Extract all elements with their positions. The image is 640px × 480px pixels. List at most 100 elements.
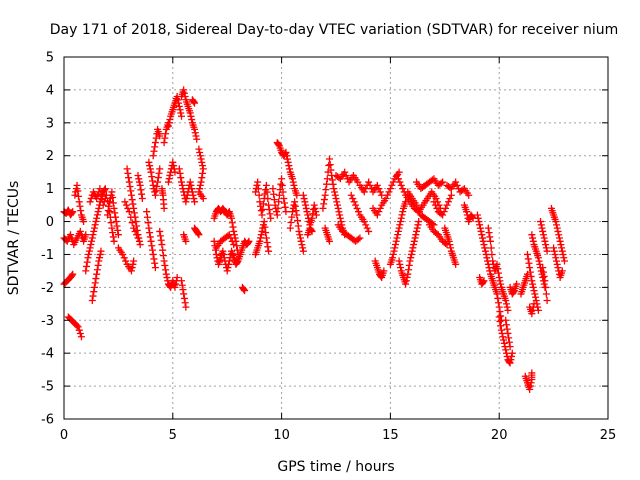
- data-point: [178, 277, 186, 285]
- data-point: [541, 277, 549, 285]
- data-point: [180, 290, 188, 298]
- data-point: [287, 219, 295, 227]
- data-point: [385, 188, 393, 196]
- data-point: [156, 227, 164, 235]
- data-point: [94, 261, 102, 269]
- data-point: [143, 213, 151, 221]
- data-point: [494, 265, 502, 273]
- data-point: [93, 211, 101, 219]
- data-point: [154, 178, 162, 186]
- data-point: [362, 221, 370, 229]
- data-point: [307, 226, 315, 234]
- data-point: [135, 175, 143, 183]
- data-point: [107, 219, 115, 227]
- data-point: [539, 264, 547, 272]
- data-point: [542, 244, 550, 252]
- data-point: [326, 161, 334, 169]
- data-point: [537, 221, 545, 229]
- data-point: [301, 198, 309, 206]
- data-point: [274, 204, 282, 212]
- data-point: [113, 222, 121, 230]
- data-point: [415, 208, 423, 216]
- data-point: [119, 250, 127, 258]
- data-point: [259, 200, 267, 208]
- data-point: [404, 270, 412, 278]
- y-tick-label: 2: [46, 149, 54, 164]
- data-point: [444, 198, 452, 206]
- data-point: [413, 224, 421, 232]
- data-point: [395, 257, 403, 265]
- data-point: [331, 191, 339, 199]
- data-point: [439, 178, 447, 186]
- data-point: [294, 217, 302, 225]
- data-point: [480, 277, 488, 285]
- data-point: [75, 198, 83, 206]
- data-point: [528, 310, 536, 318]
- data-point: [394, 175, 402, 183]
- data-point: [161, 134, 169, 142]
- data-point: [503, 325, 511, 333]
- data-point: [149, 181, 157, 189]
- data-point: [134, 171, 142, 179]
- data-point: [186, 178, 194, 186]
- data-point: [125, 178, 133, 186]
- data-point: [530, 287, 538, 295]
- data-point: [366, 181, 374, 189]
- data-point: [130, 257, 138, 265]
- data-point: [393, 171, 401, 179]
- data-point: [188, 185, 196, 193]
- data-point: [280, 195, 288, 203]
- data-point: [159, 246, 167, 254]
- data-point: [127, 267, 135, 275]
- data-point: [256, 237, 264, 245]
- data-point: [296, 234, 304, 242]
- data-point: [128, 264, 136, 272]
- data-point: [453, 181, 461, 189]
- data-point: [398, 211, 406, 219]
- data-point: [294, 222, 302, 230]
- data-point: [191, 125, 199, 133]
- data-point: [225, 260, 233, 268]
- data-point: [114, 231, 122, 239]
- data-point: [93, 270, 101, 278]
- data-point: [320, 196, 328, 204]
- data-point: [504, 306, 512, 314]
- data-point: [266, 210, 274, 218]
- data-point: [494, 294, 502, 302]
- data-point: [93, 214, 101, 222]
- data-point: [554, 227, 562, 235]
- data-point: [407, 250, 415, 258]
- data-point: [270, 190, 278, 198]
- data-point: [531, 290, 539, 298]
- data-point: [476, 224, 484, 232]
- data-point: [542, 283, 550, 291]
- data-point: [225, 231, 233, 239]
- data-point: [127, 187, 135, 195]
- data-point: [228, 219, 236, 227]
- data-point: [396, 178, 404, 186]
- data-point: [505, 334, 513, 342]
- data-point: [164, 178, 172, 186]
- data-point: [439, 211, 447, 219]
- data-point: [263, 188, 271, 196]
- data-point: [254, 185, 262, 193]
- data-point: [442, 239, 450, 247]
- data-point: [275, 191, 283, 199]
- data-point: [375, 208, 383, 216]
- data-point: [493, 290, 501, 298]
- data-point: [513, 280, 521, 288]
- data-point: [558, 267, 566, 275]
- data-point: [539, 227, 547, 235]
- y-tick-label: -4: [41, 347, 54, 362]
- data-point: [74, 323, 82, 331]
- data-point: [154, 174, 162, 182]
- data-point: [94, 191, 102, 199]
- data-point: [187, 112, 195, 120]
- data-point: [267, 214, 275, 222]
- data-point: [405, 266, 413, 274]
- data-point: [308, 227, 316, 235]
- data-point: [64, 206, 72, 214]
- data-point: [558, 244, 566, 252]
- data-point: [397, 218, 405, 226]
- data-point: [487, 244, 495, 252]
